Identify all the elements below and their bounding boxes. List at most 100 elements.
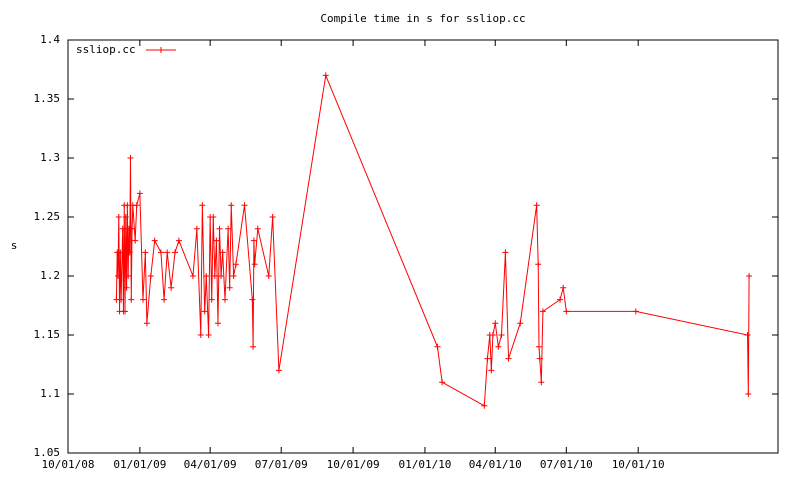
x-tick-label: 07/01/09: [255, 458, 308, 471]
point-marker: [117, 249, 124, 256]
point-marker: [172, 249, 179, 256]
x-tick-label: 07/01/10: [540, 458, 593, 471]
point-marker: [213, 237, 220, 244]
point-marker: [505, 355, 512, 362]
point-marker: [189, 273, 196, 279]
point-marker: [539, 308, 546, 315]
point-marker: [254, 225, 261, 232]
point-marker: [193, 225, 200, 232]
point-marker: [128, 296, 135, 303]
point-marker: [563, 308, 570, 315]
point-marker: [498, 332, 505, 338]
point-marker: [241, 202, 248, 209]
plot-frame: [67, 39, 779, 454]
point-marker: [275, 367, 282, 374]
y-tick-label: 1.1: [40, 387, 60, 400]
point-marker: [114, 273, 121, 279]
x-tick-label: 04/01/09: [184, 458, 237, 471]
point-marker: [216, 225, 223, 232]
point-marker: [560, 284, 567, 291]
point-marker: [225, 225, 232, 232]
chart-title: Compile time in s for ssliop.cc: [320, 12, 525, 25]
point-marker: [492, 320, 499, 327]
point-marker: [439, 379, 446, 386]
point-marker: [214, 320, 221, 327]
point-marker: [122, 308, 129, 315]
point-marker: [115, 214, 122, 220]
point-marker: [119, 225, 126, 232]
point-marker: [132, 237, 139, 244]
point-marker: [218, 273, 225, 279]
x-tick-label: 01/01/09: [113, 458, 166, 471]
point-marker: [251, 261, 258, 268]
point-marker: [538, 379, 545, 386]
point-marker: [164, 249, 171, 256]
point-marker: [175, 237, 182, 244]
point-marker: [142, 249, 149, 256]
point-marker: [632, 308, 639, 315]
point-marker: [495, 343, 502, 350]
point-marker: [269, 214, 276, 220]
point-marker: [488, 367, 495, 374]
point-marker: [147, 273, 154, 279]
point-marker: [533, 202, 540, 209]
point-marker: [250, 237, 257, 244]
point-marker: [322, 72, 329, 79]
point-marker: [161, 296, 168, 303]
y-tick-label: 1.15: [34, 328, 61, 341]
point-marker: [139, 296, 146, 303]
point-marker: [536, 355, 543, 362]
point-marker: [168, 284, 175, 291]
series-line: [115, 73, 750, 407]
y-tick-label: 1.2: [40, 269, 60, 282]
point-marker: [481, 402, 488, 409]
x-tick-label: 10/01/08: [42, 458, 95, 471]
point-marker: [123, 284, 130, 291]
point-marker: [221, 296, 228, 303]
legend-swatch: [146, 47, 176, 53]
point-marker: [127, 155, 134, 161]
point-marker: [557, 296, 564, 303]
point-marker: [232, 261, 239, 268]
point-marker: [502, 249, 509, 256]
y-tick-label: 1.05: [34, 446, 61, 459]
point-marker: [211, 273, 218, 279]
y-axis-label: s: [11, 239, 18, 252]
point-marker: [124, 202, 131, 209]
point-marker: [744, 332, 751, 338]
point-marker: [201, 308, 208, 315]
point-marker: [197, 332, 204, 338]
x-tick-label: 10/01/10: [612, 458, 665, 471]
point-marker: [129, 225, 136, 232]
legend-label: ssliop.cc: [76, 43, 136, 56]
point-marker: [746, 273, 753, 279]
x-tick-label: 01/01/10: [398, 458, 451, 471]
point-marker: [208, 296, 215, 303]
y-tick-label: 1.25: [34, 210, 61, 223]
point-marker: [265, 273, 272, 279]
point-marker: [157, 249, 164, 256]
point-marker: [210, 214, 217, 220]
point-marker: [249, 296, 256, 303]
point-marker: [489, 332, 496, 338]
point-marker: [226, 284, 233, 291]
point-marker: [122, 214, 129, 220]
point-marker: [203, 273, 210, 279]
y-tick-label: 1.3: [40, 151, 60, 164]
point-marker: [484, 355, 491, 362]
point-marker: [199, 202, 206, 209]
x-tick-label: 10/01/09: [327, 458, 380, 471]
point-marker: [143, 320, 150, 327]
y-tick-label: 1.35: [34, 92, 61, 105]
point-marker: [126, 249, 133, 256]
point-marker: [125, 273, 132, 279]
point-marker: [434, 343, 441, 350]
point-marker: [517, 320, 524, 327]
point-marker: [535, 343, 542, 350]
point-marker: [205, 332, 212, 338]
point-marker: [151, 237, 158, 244]
point-marker: [535, 261, 542, 268]
point-marker: [250, 343, 257, 350]
point-marker: [230, 273, 237, 279]
